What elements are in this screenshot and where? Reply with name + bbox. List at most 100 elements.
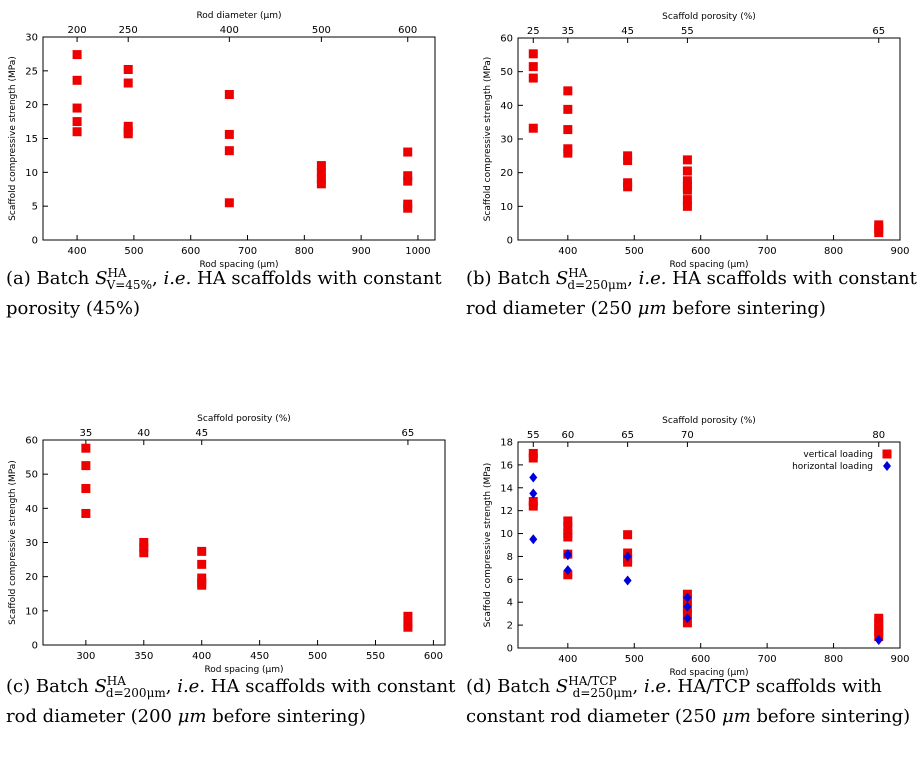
y-tick-label: 50	[500, 67, 513, 78]
x-tick-label: 900	[890, 246, 909, 257]
y-axis-label: Scaffold compressive strength (MPa)	[8, 460, 18, 625]
y-tick-label: 20	[25, 100, 38, 111]
data-point	[874, 627, 884, 637]
y-tick-label: 0	[507, 644, 513, 655]
data-point	[316, 179, 326, 189]
top-tick-label: 600	[398, 25, 417, 36]
y-tick-label: 5	[32, 202, 38, 213]
data-point	[123, 129, 133, 139]
data-point	[682, 195, 692, 205]
y-tick-label: 40	[25, 504, 38, 515]
data-point	[683, 613, 692, 624]
data-point	[197, 559, 207, 569]
top-tick-label: 65	[872, 26, 885, 37]
caption-c: (c) Batch SHAd=200μm, i.e. HA scaffolds …	[6, 674, 462, 727]
x-tick-label: 600	[181, 246, 200, 257]
x-tick-label: 500	[625, 246, 644, 257]
data-point	[623, 551, 632, 562]
y-tick-label: 40	[500, 101, 513, 112]
chart-a: 400 500 600 700 800 900 1000 0 5 10 15 20 25 30 200 250…	[8, 11, 436, 270]
y-tick-label: 60	[500, 34, 513, 45]
data-point	[682, 166, 692, 176]
y-tick-label: 20	[500, 168, 513, 179]
data-point	[224, 146, 234, 156]
data-point	[623, 557, 633, 567]
legend-marker	[882, 449, 892, 459]
data-point	[197, 546, 207, 556]
y-tick-label: 12	[500, 506, 513, 517]
top-tick-label: 250	[119, 25, 138, 36]
y-tick-label: 10	[25, 168, 38, 179]
top-tick-label: 65	[621, 430, 634, 441]
data-point	[623, 151, 633, 161]
data-point	[123, 121, 133, 131]
caption-a: (a) Batch SHAV=45%, i.e. HA scaffolds wi…	[6, 266, 448, 319]
caption-d: (d) Batch SHA/TCPd=250μm, i.e. HA/TCP sc…	[466, 674, 911, 727]
y-tick-label: 10	[500, 202, 513, 213]
y-tick-label: 15	[25, 134, 38, 145]
data-point	[563, 86, 573, 96]
data-point	[563, 532, 573, 542]
data-point	[528, 448, 538, 458]
y-axis-label: Scaffold compressive strength (MPa)	[8, 56, 18, 221]
data-point	[403, 622, 413, 632]
data-point	[682, 155, 692, 165]
data-point	[682, 201, 692, 211]
data-point	[403, 176, 413, 186]
y-tick-label: 30	[500, 135, 513, 146]
data-point	[683, 592, 692, 603]
x-tick-label: 800	[824, 654, 843, 665]
data-point	[224, 198, 234, 208]
y-tick-label: 0	[32, 641, 38, 652]
data-point	[316, 167, 326, 177]
data-point	[528, 62, 538, 72]
chart-b: 400 500 600 700 800 900 0 10 20 30 40 50 60 25 35 45 55 6…	[483, 12, 910, 270]
data-point	[529, 534, 538, 545]
legend-label: horizontal loading	[792, 462, 873, 472]
data-point	[563, 516, 573, 526]
data-point	[139, 538, 149, 547]
top-tick-label: 80	[872, 430, 885, 441]
top-axis-label: Scaffold porosity (%)	[662, 12, 756, 22]
data-point	[316, 174, 326, 184]
x-tick-label: 350	[134, 651, 153, 662]
data-point	[403, 171, 413, 181]
data-point	[72, 75, 82, 85]
y-axis-label: Scaffold compressive strength (MPa)	[483, 57, 493, 222]
data-point	[623, 182, 633, 192]
data-point	[528, 501, 538, 511]
data-point	[623, 530, 633, 540]
data-point	[874, 613, 884, 623]
data-point	[563, 522, 573, 532]
x-tick-label: 400	[558, 654, 577, 665]
data-point	[529, 472, 538, 483]
y-axis-label: Scaffold compressive strength (MPa)	[483, 463, 493, 628]
data-point	[874, 634, 883, 645]
y-tick-label: 16	[500, 460, 513, 471]
caption-b: (b) Batch SHAd=250μm, i.e. HA scaffolds …	[466, 266, 917, 319]
x-tick-label: 700	[238, 246, 257, 257]
y-tick-label: 4	[507, 598, 513, 609]
data-point	[563, 104, 573, 114]
data-point	[528, 49, 538, 59]
data-point	[874, 228, 884, 238]
x-tick-label: 800	[824, 246, 843, 257]
y-tick-label: 30	[25, 33, 38, 44]
y-tick-label: 20	[25, 572, 38, 583]
top-axis-label: Scaffold porosity (%)	[662, 416, 756, 426]
data-point	[316, 161, 326, 171]
top-tick-label: 25	[527, 26, 540, 37]
data-point	[139, 548, 149, 558]
x-tick-label: 500	[625, 654, 644, 665]
x-tick-label: 800	[295, 246, 314, 257]
y-tick-label: 2	[507, 621, 513, 632]
legend-marker	[883, 461, 891, 471]
x-tick-label: 600	[691, 246, 710, 257]
data-point	[563, 550, 572, 561]
data-point	[139, 543, 149, 553]
y-tick-label: 25	[25, 66, 38, 77]
y-tick-label: 6	[507, 575, 513, 586]
chart-d: 400 500 600 700 800 900 0 2 4 6 8 10 12 14 16 18 55 60 65 7…	[483, 416, 910, 678]
y-tick-label: 30	[25, 538, 38, 549]
top-tick-label: 200	[68, 25, 87, 36]
